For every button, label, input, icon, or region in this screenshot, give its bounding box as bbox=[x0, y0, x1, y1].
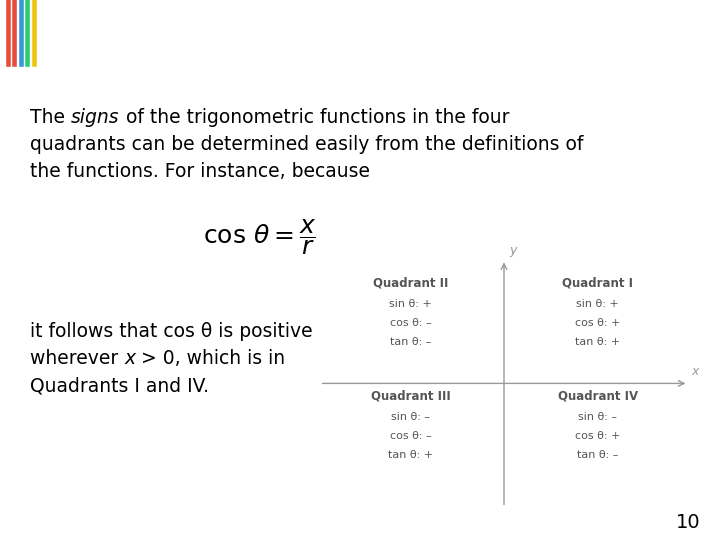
Bar bbox=[12, 0, 17, 66]
Text: x: x bbox=[691, 364, 698, 378]
Text: Quadrant I: Quadrant I bbox=[562, 276, 633, 289]
Text: quadrants can be determined easily from the definitions of: quadrants can be determined easily from … bbox=[30, 135, 583, 154]
Text: $\cos\,\theta = \dfrac{x}{r}$: $\cos\,\theta = \dfrac{x}{r}$ bbox=[204, 217, 317, 257]
Text: cos θ: +: cos θ: + bbox=[575, 318, 621, 328]
Text: sin θ: –: sin θ: – bbox=[391, 411, 430, 422]
Text: cos θ: –: cos θ: – bbox=[390, 318, 431, 328]
Bar bbox=[6, 0, 11, 66]
Text: Quadrant IV: Quadrant IV bbox=[557, 389, 638, 402]
Text: x: x bbox=[125, 349, 135, 368]
Text: tan θ: +: tan θ: + bbox=[575, 337, 620, 347]
Text: 10: 10 bbox=[675, 513, 700, 532]
Text: the functions. For instance, because: the functions. For instance, because bbox=[30, 162, 370, 181]
Text: sin θ: –: sin θ: – bbox=[578, 411, 617, 422]
Text: tan θ: –: tan θ: – bbox=[390, 337, 431, 347]
Text: Introduction: Introduction bbox=[54, 25, 248, 52]
Text: of the trigonometric functions in the four: of the trigonometric functions in the fo… bbox=[120, 108, 509, 127]
Text: The: The bbox=[30, 108, 71, 127]
Text: sin θ: +: sin θ: + bbox=[389, 299, 432, 309]
Text: y: y bbox=[510, 244, 517, 257]
Text: it follows that cos θ is positive: it follows that cos θ is positive bbox=[30, 322, 312, 341]
Text: tan θ: –: tan θ: – bbox=[577, 450, 618, 460]
Text: tan θ: +: tan θ: + bbox=[388, 450, 433, 460]
Text: cos θ: +: cos θ: + bbox=[575, 431, 621, 441]
Bar bbox=[19, 0, 24, 66]
Bar bbox=[25, 0, 30, 66]
Text: signs: signs bbox=[71, 108, 120, 127]
Text: Quadrants I and IV.: Quadrants I and IV. bbox=[30, 376, 209, 395]
Bar bbox=[32, 0, 37, 66]
Text: Quadrant II: Quadrant II bbox=[373, 276, 448, 289]
Bar bbox=[38, 0, 43, 66]
Text: Quadrant III: Quadrant III bbox=[371, 389, 450, 402]
Text: > 0, which is in: > 0, which is in bbox=[135, 349, 286, 368]
Text: cos θ: –: cos θ: – bbox=[390, 431, 431, 441]
Text: wherever: wherever bbox=[30, 349, 125, 368]
Text: sin θ: +: sin θ: + bbox=[576, 299, 619, 309]
